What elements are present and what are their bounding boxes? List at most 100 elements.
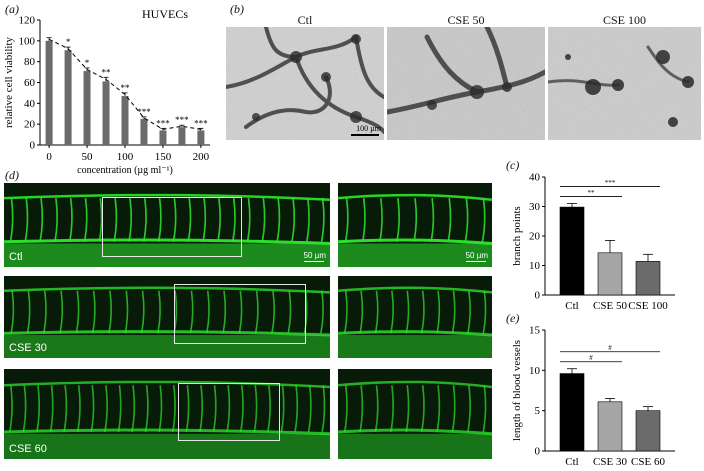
y-tick-label: 10 (529, 365, 541, 377)
segmental-vessel (108, 290, 113, 334)
dorsal-vessel (338, 286, 492, 294)
axial-vessel (4, 238, 330, 245)
segmental-vessel (239, 385, 244, 433)
vessel-length-bar-chart: 0 5 10 15 length of blood vessels Ctl CSE 30 CS… (511, 325, 675, 468)
segmental-vessel (343, 290, 348, 334)
segmental-vessel (226, 385, 231, 433)
segmental-vessel (202, 198, 207, 242)
bar (197, 130, 205, 145)
comparison-label: # (608, 344, 612, 352)
x-tick-label: Ctl (565, 300, 578, 312)
y-tick-label: 60 (24, 77, 36, 89)
segmental-vessel (172, 385, 176, 433)
segmental-vessel (267, 385, 271, 433)
segmental-vessel (343, 385, 348, 433)
y-tick-label: 40 (24, 98, 36, 110)
x-tick-label: CSE 50 (593, 300, 627, 312)
segmental-vessel (396, 198, 400, 242)
segmental-vessel (320, 290, 324, 334)
fish-label-cse30: CSE 30 (9, 342, 47, 354)
panel-b-label: (b) (230, 2, 244, 16)
segmental-vessel (238, 290, 243, 334)
fish-image-cse60: CSE 60 (4, 369, 330, 459)
significance-label: ** (121, 83, 131, 93)
segmental-vessel (157, 290, 161, 334)
bar (83, 71, 91, 145)
segmental-vessel (91, 290, 96, 334)
segmental-vessel (98, 198, 103, 242)
segmental-vessel (172, 198, 177, 242)
segmental-vessel (246, 198, 251, 242)
segmental-vessel (482, 290, 487, 334)
segmental-vessel (26, 290, 31, 334)
segmental-vessel (212, 385, 217, 433)
segmental-vessel (420, 290, 425, 334)
y-tick-label: 20 (24, 119, 36, 131)
segmental-vessel (359, 290, 364, 334)
segmental-vessel (49, 385, 54, 433)
y-tick-label: 80 (24, 56, 36, 68)
micro-title-cse50: CSE 50 (447, 13, 485, 27)
x-tick-label: 50 (82, 151, 94, 163)
trunk-glow (4, 433, 330, 459)
y-tick-label: 100 (19, 35, 36, 47)
significance-label: * (85, 58, 90, 68)
segmental-vessel (294, 385, 299, 433)
bar (635, 261, 661, 296)
y-tick-label: 120 (19, 15, 36, 27)
comparison-label: # (589, 354, 593, 362)
micro-title-ctl: Ctl (297, 13, 313, 27)
segmental-vessel (39, 198, 44, 242)
dorsal-vessel (338, 193, 492, 202)
zoom-box (178, 383, 280, 441)
axial-vessel (338, 428, 492, 436)
x-tick-label: CSE 60 (631, 456, 665, 468)
segmental-vessel (420, 385, 425, 433)
segmental-vessel (359, 385, 364, 433)
y-tick-label: 30 (529, 201, 541, 213)
segmental-vessel (187, 198, 192, 242)
bar (102, 81, 110, 145)
dorsal-vessel (338, 380, 492, 389)
segmental-vessel (261, 198, 266, 242)
bar (121, 96, 129, 145)
segmental-vessel (117, 385, 122, 433)
scale-bar-line (466, 261, 486, 262)
segmental-vessel (189, 290, 194, 334)
segmental-vessel (253, 385, 258, 433)
segmental-vessel (254, 290, 259, 334)
y-axis-label: length of blood vessels (511, 340, 523, 441)
segmental-vessel (287, 290, 292, 334)
x-tick-label: 150 (155, 151, 172, 163)
x-tick-label: 0 (46, 151, 52, 163)
x-tick-label: CSE 100 (628, 300, 668, 312)
panel-a-label: (a) (5, 2, 19, 16)
trend-line (48, 38, 201, 130)
scale-bar-label-right: 50 µm (465, 251, 488, 260)
segmental-vessel (63, 385, 68, 433)
x-tick-label: CSE 30 (593, 456, 627, 468)
fish-image-ctl: Ctl 50 µm (4, 183, 330, 267)
segmental-vessel (413, 198, 418, 242)
micrograph-cse50 (387, 27, 545, 140)
segmental-vessel (481, 198, 486, 242)
segmental-vessel (142, 198, 147, 242)
significance-label: *** (175, 115, 189, 125)
segmental-vessel (205, 290, 210, 334)
segmental-vessel (104, 385, 108, 433)
significance-label: *** (137, 107, 151, 117)
chart-title: HUVECs (142, 7, 188, 21)
y-tick-label: 0 (30, 140, 36, 152)
scale-bar-line (304, 261, 324, 262)
x-tick-label: Ctl (565, 456, 578, 468)
segmental-vessel (430, 198, 435, 242)
bar (635, 410, 661, 452)
bar (159, 130, 167, 145)
axial-vessel (4, 428, 330, 436)
x-tick-label: 200 (193, 151, 210, 163)
panel-d-label: (d) (5, 168, 19, 182)
fish-zoom-cse30 (338, 276, 492, 358)
bar (140, 118, 148, 145)
segmental-vessel (199, 385, 204, 433)
micrograph-cse100 (548, 27, 701, 140)
